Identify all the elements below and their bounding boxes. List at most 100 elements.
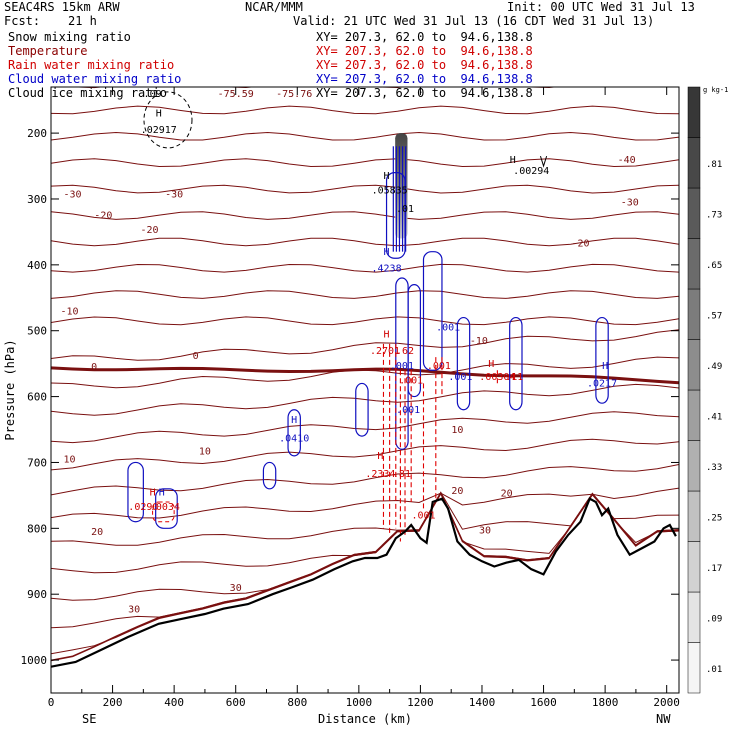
rain-water-label: .001 [399, 375, 423, 386]
fcst-value: 21 h [68, 14, 97, 28]
temperature-label: -20 [140, 225, 158, 236]
cloud-water-label: .0410 [279, 433, 309, 444]
colorbar-unit: g kg-1 [703, 86, 728, 94]
cloud-water-label: H [384, 247, 390, 258]
nw-end-label: NW [656, 712, 671, 726]
x-tick-label: 400 [164, 696, 184, 709]
colorbar-label: .17 [706, 564, 722, 574]
colorbar-label: .81 [706, 160, 722, 170]
field-cloud-water-xy: XY= 207.3, 62.0 to 94.6,138.8 [316, 72, 533, 86]
field-temperature-xy: XY= 207.3, 62.0 to 94.6,138.8 [316, 44, 533, 58]
temperature-label: 20 [501, 489, 513, 500]
x-tick-label: 1600 [530, 696, 557, 709]
fcst-label: Fcst: [4, 14, 41, 28]
y-tick-label: 200 [27, 127, 47, 140]
colorbar-swatch [687, 642, 701, 694]
y-tick-label: 400 [27, 259, 47, 272]
plot-frame [50, 86, 680, 694]
rain-water-label: .2701 [370, 346, 400, 357]
x-tick-label: 800 [287, 696, 307, 709]
colorbar-swatch [687, 86, 701, 138]
isotherm-line [51, 329, 679, 361]
cloud-water-contour [456, 316, 471, 411]
colorbar-swatch [687, 440, 701, 492]
y-tick-label: 800 [27, 522, 47, 535]
snow-cell [395, 133, 408, 239]
isotherm-line [51, 464, 679, 496]
rain-water-label: H [488, 359, 494, 370]
cloud-ice-label: .02917 [141, 125, 177, 136]
y-tick-label: 600 [27, 391, 47, 404]
cloud-water-contour [595, 316, 609, 404]
cloud-water-contour [422, 251, 443, 371]
zero-isotherm-line [51, 366, 679, 385]
cloud-water-label: .001 [390, 361, 414, 372]
temperature-label: -30 [64, 190, 82, 201]
model-title: SEAC4RS 15km ARW [4, 0, 120, 14]
init-time: Init: 00 UTC Wed 31 Jul 13 [507, 0, 695, 14]
cloud-ice-label: H [156, 109, 162, 120]
isotherm-line [51, 237, 679, 247]
x-tick-label: 1400 [469, 696, 496, 709]
y-tick-label: 500 [27, 325, 47, 338]
isotherm-line [70, 87, 679, 89]
x-tick-label: 1000 [346, 696, 373, 709]
temperature-label: 10 [63, 454, 75, 465]
temperature-label: -20 [94, 211, 112, 222]
colorbar-label: .41 [706, 412, 722, 422]
temperature-label: -10 [60, 306, 78, 317]
cloud-ice-label: .01 [396, 204, 414, 215]
cloud-ice-contour [143, 91, 193, 149]
rain-water-label: .11 [505, 372, 523, 383]
rain-water-label: .0290 [128, 502, 158, 513]
field-cloud-ice: Cloud ice mixing ratio [8, 86, 167, 100]
field-snow: Snow mixing ratio [8, 30, 131, 44]
isotherm-line [51, 492, 679, 662]
cloud-water-contour [509, 316, 523, 411]
cloud-water-contour [127, 461, 144, 523]
y-tick-label: 300 [27, 193, 47, 206]
colorbar-label: .73 [706, 210, 722, 220]
isotherm-line [51, 184, 679, 194]
colorbar-swatch [687, 339, 701, 391]
cloud-water-contour [262, 461, 277, 490]
rain-water-label: H [377, 451, 383, 462]
temperature-label: 0 [91, 362, 97, 373]
temperature-label: 10 [199, 447, 211, 458]
x-tick-label: 1200 [407, 696, 434, 709]
colorbar-label: .57 [706, 311, 722, 321]
x-tick-label: 1800 [592, 696, 619, 709]
isotherm-line [51, 131, 679, 141]
cloud-ice-label: .09 [144, 89, 162, 100]
colorbar-swatch [687, 238, 701, 290]
cloud-water-contour [155, 488, 178, 529]
x-tick-label: 200 [103, 696, 123, 709]
y-tick-label: 900 [27, 588, 47, 601]
temperature-label: 10 [451, 425, 463, 436]
rain-water-label: .62 [396, 346, 414, 357]
rain-water-label: .81 [393, 469, 411, 480]
cloud-ice-label: H [384, 171, 390, 182]
temperature-label: -40 [618, 155, 636, 166]
temperature-label: -10 [470, 336, 488, 347]
cloud-water-contour [287, 409, 301, 457]
temperature-label: 30 [230, 583, 242, 594]
colorbar-label: .49 [706, 362, 722, 372]
y-axis-label: Pressure (hPa) [3, 339, 17, 440]
se-end-label: SE [82, 712, 96, 726]
isotherm-line [51, 316, 679, 326]
cloud-water-label: .001 [396, 405, 420, 416]
rain-water-label: H [150, 487, 156, 498]
isotherm-line [51, 383, 679, 416]
cloud-water-label: H [159, 487, 165, 498]
rain-water-label: .001 [411, 510, 435, 521]
isotherm-line [51, 290, 679, 299]
temperature-label: 0 [193, 351, 199, 362]
colorbar-swatch [687, 541, 701, 593]
isotherm-line [51, 411, 679, 444]
temperature-label: 20 [91, 527, 103, 538]
isotherm-line [51, 491, 679, 661]
rain-water-label: .001 [427, 361, 451, 372]
temperature-label: -20 [571, 238, 589, 249]
